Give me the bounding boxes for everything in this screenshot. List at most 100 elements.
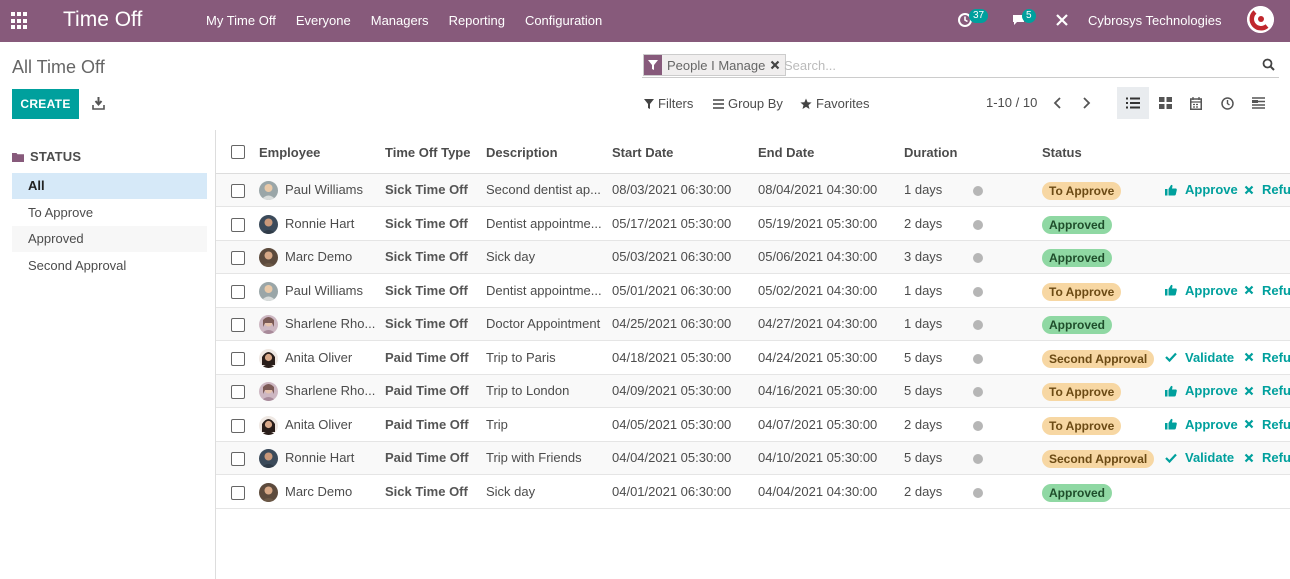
refuse-button[interactable]: Refus [1244,383,1290,398]
employee-name: Ronnie Hart [285,450,355,465]
row-checkbox[interactable] [231,485,245,500]
time-off-type: Paid Time Off [385,416,469,432]
refuse-button[interactable]: Refus [1244,283,1290,298]
column-description[interactable]: Description [486,145,558,160]
row-checkbox[interactable] [231,351,245,366]
gantt-view-icon [1251,97,1265,109]
column-duration[interactable]: Duration [904,145,958,160]
sidebar-item-all[interactable]: All [12,173,207,199]
menu-everyone[interactable]: Everyone [295,13,351,28]
company-switcher[interactable]: Cybrosys Technologies [1088,13,1222,28]
employee-avatar [259,248,278,267]
table-row[interactable]: Anita Oliver Paid Time Off Trip to Paris 04… [216,342,1290,375]
activity-dot[interactable] [973,353,983,364]
refuse-button[interactable]: Refus [1244,350,1290,365]
validate-button[interactable]: Validate [1165,450,1234,465]
activity-dot[interactable] [973,454,983,464]
user-avatar[interactable] [1247,6,1274,33]
time-off-type: Sick Time Off [385,249,468,264]
app-title[interactable]: Time Off [63,8,143,31]
remove-facet-icon[interactable] [769,59,781,71]
activity-dot[interactable] [973,253,983,263]
end-date: 05/19/2021 05:30:00 [758,215,878,231]
column-time-off-type[interactable]: Time Off Type [385,145,471,160]
row-checkbox[interactable] [231,284,245,299]
sidebar-item-second-approval[interactable]: Second Approval [28,258,127,273]
validate-button[interactable]: Validate [1165,350,1234,365]
refuse-button[interactable]: Refus [1244,182,1290,197]
table-row[interactable]: Paul Williams Sick Time Off Second dentist… [216,174,1290,207]
list-view-icon [1126,97,1140,109]
column-end-date[interactable]: End Date [758,145,815,160]
gantt-view-button[interactable] [1242,87,1274,119]
approve-button[interactable]: Approve [1165,417,1238,432]
kanban-view-button[interactable] [1149,87,1181,119]
row-checkbox[interactable] [231,184,245,198]
groupby-toggle[interactable]: Group By [713,96,783,111]
employee-avatar [259,382,278,401]
refuse-button[interactable]: Refus [1244,450,1290,465]
table-row[interactable]: Marc Demo Sick Time Off Sick day 04/01/2021… [216,476,1290,509]
row-checkbox[interactable] [231,318,245,332]
row-checkbox[interactable] [231,385,245,399]
row-checkbox[interactable] [231,251,245,265]
menu-configuration[interactable]: Configuration [524,13,603,28]
filters-toggle[interactable]: Filters [644,96,693,111]
approve-button[interactable]: Approve [1165,182,1238,197]
table-row[interactable]: Ronnie Hart Sick Time Off Dentist appointm… [216,208,1290,241]
action-label: Approve [1185,282,1238,298]
table-row[interactable]: Ronnie Hart Paid Time Off Trip with Friend… [216,442,1290,475]
activity-view-button[interactable] [1211,87,1243,119]
messages-icon[interactable] [1011,12,1027,28]
refuse-button[interactable]: Refus [1244,417,1290,432]
duration: 3 days [904,249,943,264]
activity-dot[interactable] [973,420,983,431]
apps-menu-icon[interactable] [11,12,29,30]
sidebar-item-to-approve[interactable]: To Approve [28,205,94,220]
column-start-date[interactable]: Start Date [612,145,674,160]
list-view-button[interactable] [1117,87,1149,119]
create-button[interactable]: CREATE [12,89,79,119]
action-label: Approve [1185,416,1238,432]
table-row[interactable]: Sharlene Rho... Sick Time Off Doctor Appoi… [216,308,1290,341]
approve-button[interactable]: Approve [1165,383,1238,398]
search-input[interactable] [784,56,1244,74]
activity-dot[interactable] [973,186,983,196]
menu-managers[interactable]: Managers [370,13,429,28]
favorites-toggle[interactable]: Favorites [800,96,869,111]
row-checkbox[interactable] [231,217,245,232]
table-row[interactable]: Paul Williams Sick Time Off Dentist appoin… [216,275,1290,308]
table-row[interactable]: Sharlene Rho... Paid Time Off Trip to Lond… [216,375,1290,408]
download-icon[interactable] [92,96,105,110]
select-all-checkbox[interactable] [231,145,245,159]
table-row[interactable]: Anita Oliver Paid Time Off Trip 04/05/2021 … [216,409,1290,442]
activity-dot[interactable] [973,320,983,330]
activity-dot[interactable] [973,387,983,397]
activity-dot[interactable] [973,487,983,498]
column-employee[interactable]: Employee [259,145,321,160]
thumbs-up-icon [1165,385,1181,397]
sidebar-item-approved[interactable]: Approved [12,226,207,252]
menu-my-time-off[interactable]: My Time Off [206,13,276,28]
activity-dot[interactable] [973,286,983,297]
column-status[interactable]: Status [1042,145,1082,160]
pager-previous-icon[interactable] [1052,96,1064,110]
search-icon[interactable] [1262,58,1275,71]
row-checkbox[interactable] [231,452,245,466]
pager-next-icon[interactable] [1080,96,1092,110]
calendar-view-button[interactable] [1180,87,1212,119]
status-badge: Approved [1042,249,1113,267]
employee-name: Marc Demo [285,483,353,499]
menu-reporting[interactable]: Reporting [448,13,505,28]
activity-dot[interactable] [973,219,983,230]
list-bars-icon [713,98,724,109]
employee-name: Sharlene Rho... [285,383,376,398]
table-row[interactable]: Marc Demo Sick Time Off Sick day 05/03/2021… [216,241,1290,274]
breadcrumb: All Time Off [12,57,105,77]
duration: 1 days [904,182,943,197]
approve-button[interactable]: Approve [1165,283,1238,298]
end-date: 05/02/2021 04:30:00 [758,282,878,298]
debug-tools-icon[interactable] [1054,12,1070,28]
row-checkbox[interactable] [231,418,245,433]
pager-value[interactable]: 1-10 / 10 [986,95,1038,110]
